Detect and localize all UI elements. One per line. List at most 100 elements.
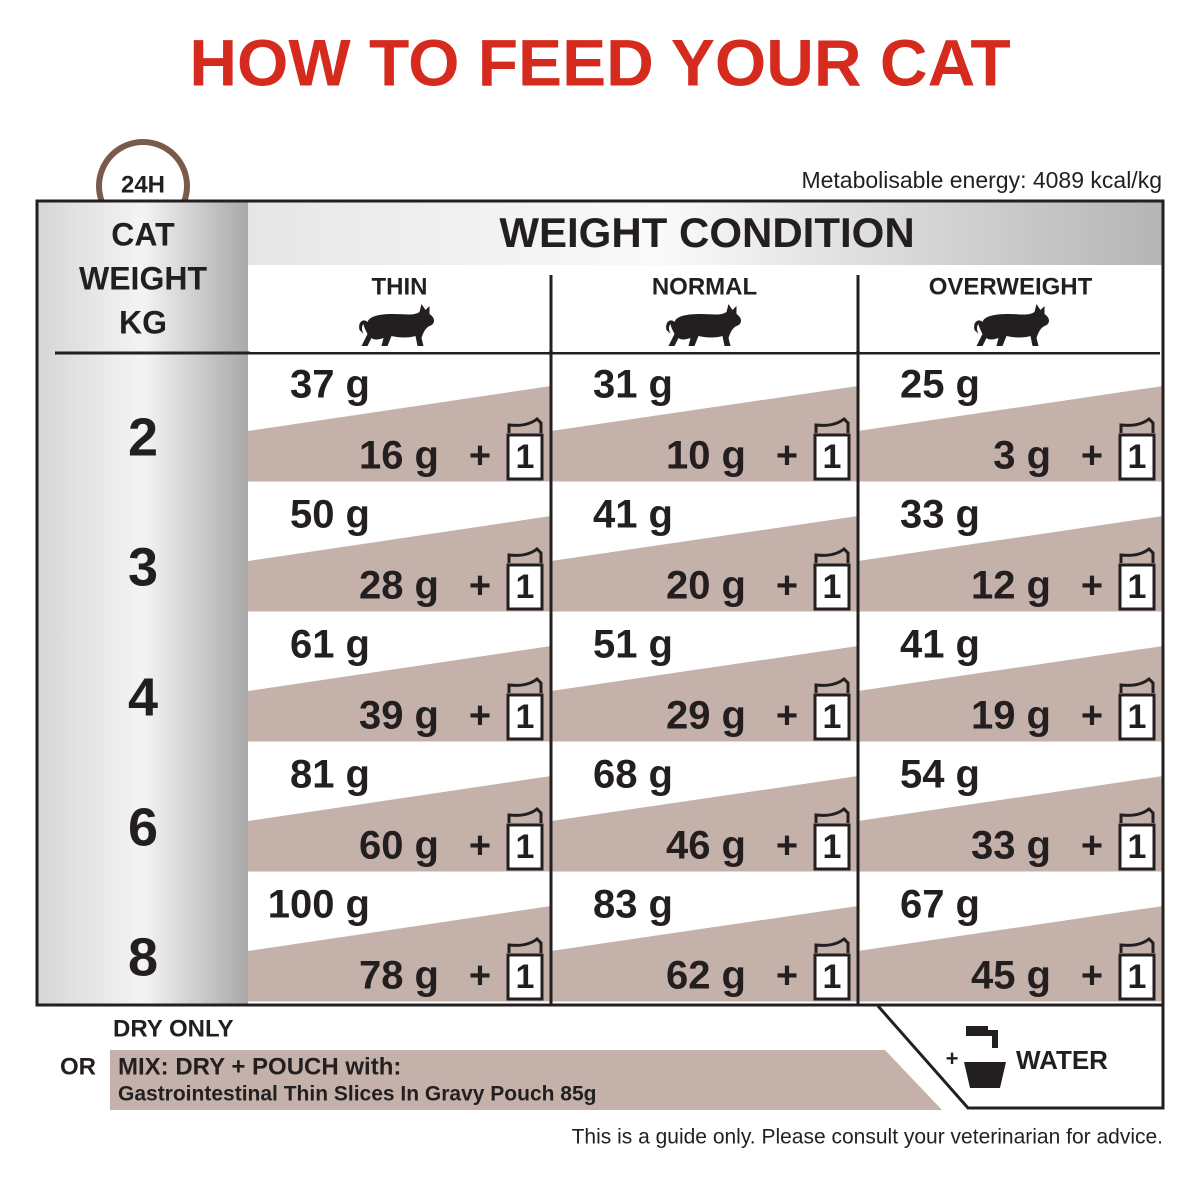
water-plus: + [946, 1046, 959, 1071]
plus: + [1081, 565, 1103, 607]
pouch [1118, 823, 1156, 871]
clock-label: 24H [121, 171, 165, 198]
rows: 2 37 g 16 g +1 31 g 10 g +1 25 g 3 g +1 3 50 g 28 g +… [128, 363, 1163, 1005]
column-header-bg [250, 265, 549, 352]
pouch [1118, 693, 1156, 741]
pouch-count: 1 [823, 698, 842, 736]
pouch-count: 1 [516, 438, 535, 476]
or: OR [60, 1053, 96, 1080]
mix-amount: 20 g [666, 564, 746, 608]
energy: Metabolisable energy: 4089 kcal/kg [801, 167, 1162, 193]
pouch [813, 823, 851, 871]
water-icon [964, 1026, 1006, 1088]
plus: + [776, 825, 798, 867]
dry-amount: 25 g [900, 363, 980, 407]
pouch-count: 1 [516, 828, 535, 866]
dry-amount: 33 g [900, 493, 980, 537]
column-header-bg [860, 265, 1161, 352]
plus: + [469, 435, 491, 477]
weight-column-bg [37, 201, 248, 1005]
pouch-top [814, 676, 850, 693]
dry-amount: 61 g [290, 623, 370, 667]
mix-band [858, 386, 1163, 483]
product: Gastrointestinal Thin Slices In Gravy Po… [118, 1083, 596, 1106]
pouch [506, 953, 544, 1001]
pouch-count: 1 [1128, 958, 1147, 996]
dry-amount: 54 g [900, 753, 980, 797]
plus: + [1081, 695, 1103, 737]
pouch-top [814, 546, 850, 563]
pouch-count: 1 [1128, 438, 1147, 476]
mix-amount: 33 g [971, 824, 1051, 868]
pouch [1118, 433, 1156, 481]
mix-band [551, 906, 858, 1003]
mix-amount: 60 g [359, 824, 439, 868]
pouch-count: 1 [1128, 568, 1147, 606]
column-header: OVERWEIGHT [929, 273, 1093, 300]
pouch-count: 1 [516, 698, 535, 736]
weight: 3 [128, 537, 158, 597]
mix-band [248, 516, 551, 613]
mix-amount: 10 g [666, 434, 746, 478]
dry-amount: 100 g [268, 883, 370, 927]
pouch-top [507, 936, 543, 953]
disclaimer: This is a guide only. Please consult you… [572, 1126, 1163, 1149]
weight-header: WEIGHT [79, 260, 207, 296]
mix-amount: 46 g [666, 824, 746, 868]
pouch [506, 693, 544, 741]
pouch-top [1119, 546, 1155, 563]
pouch-top [1119, 806, 1155, 823]
mix-amount: 45 g [971, 954, 1051, 998]
mix-amount: 3 g [993, 434, 1051, 478]
pouch-top [507, 806, 543, 823]
pouch [1118, 953, 1156, 1001]
condition-header-bg [248, 201, 1163, 265]
pouch-count: 1 [1128, 698, 1147, 736]
plus: + [469, 955, 491, 997]
mix-band [551, 646, 858, 743]
mix-band [551, 776, 858, 873]
pouch-count: 1 [823, 828, 842, 866]
pouch-top [1119, 676, 1155, 693]
dry-amount: 41 g [593, 493, 673, 537]
pouch [506, 433, 544, 481]
plus: + [776, 695, 798, 737]
dry-amount: 37 g [290, 363, 370, 407]
dry-amount: 31 g [593, 363, 673, 407]
pouch-top [814, 416, 850, 433]
plus: + [469, 695, 491, 737]
mix-amount: 78 g [359, 954, 439, 998]
mix-amount: 62 g [666, 954, 746, 998]
pouch-top [814, 806, 850, 823]
dry-amount: 81 g [290, 753, 370, 797]
pouch [1118, 563, 1156, 611]
pouch-top [814, 936, 850, 953]
pouch-top [1119, 416, 1155, 433]
mix-amount: 16 g [359, 434, 439, 478]
mix-amount: 39 g [359, 694, 439, 738]
mix-band [858, 906, 1163, 1003]
plus: + [776, 435, 798, 477]
mix-band [110, 1050, 942, 1110]
title: HOW TO FEED YOUR CAT [189, 25, 1010, 99]
pouch [506, 563, 544, 611]
dry-only: DRY ONLY [113, 1015, 233, 1042]
mix-band [551, 516, 858, 613]
plus: + [776, 955, 798, 997]
dry-amount: 68 g [593, 753, 673, 797]
mix-band [858, 646, 1163, 743]
plus: + [776, 565, 798, 607]
mix-amount: 12 g [971, 564, 1051, 608]
pouch-top [507, 676, 543, 693]
pouch-count: 1 [1128, 828, 1147, 866]
column-header: THIN [372, 273, 428, 300]
mix-band [248, 646, 551, 743]
mix-amount: 28 g [359, 564, 439, 608]
mix-band [248, 386, 551, 483]
pouch [813, 953, 851, 1001]
weight: 4 [128, 667, 158, 727]
mix-band [248, 906, 551, 1003]
pouch-top [1119, 936, 1155, 953]
dry-amount: 51 g [593, 623, 673, 667]
